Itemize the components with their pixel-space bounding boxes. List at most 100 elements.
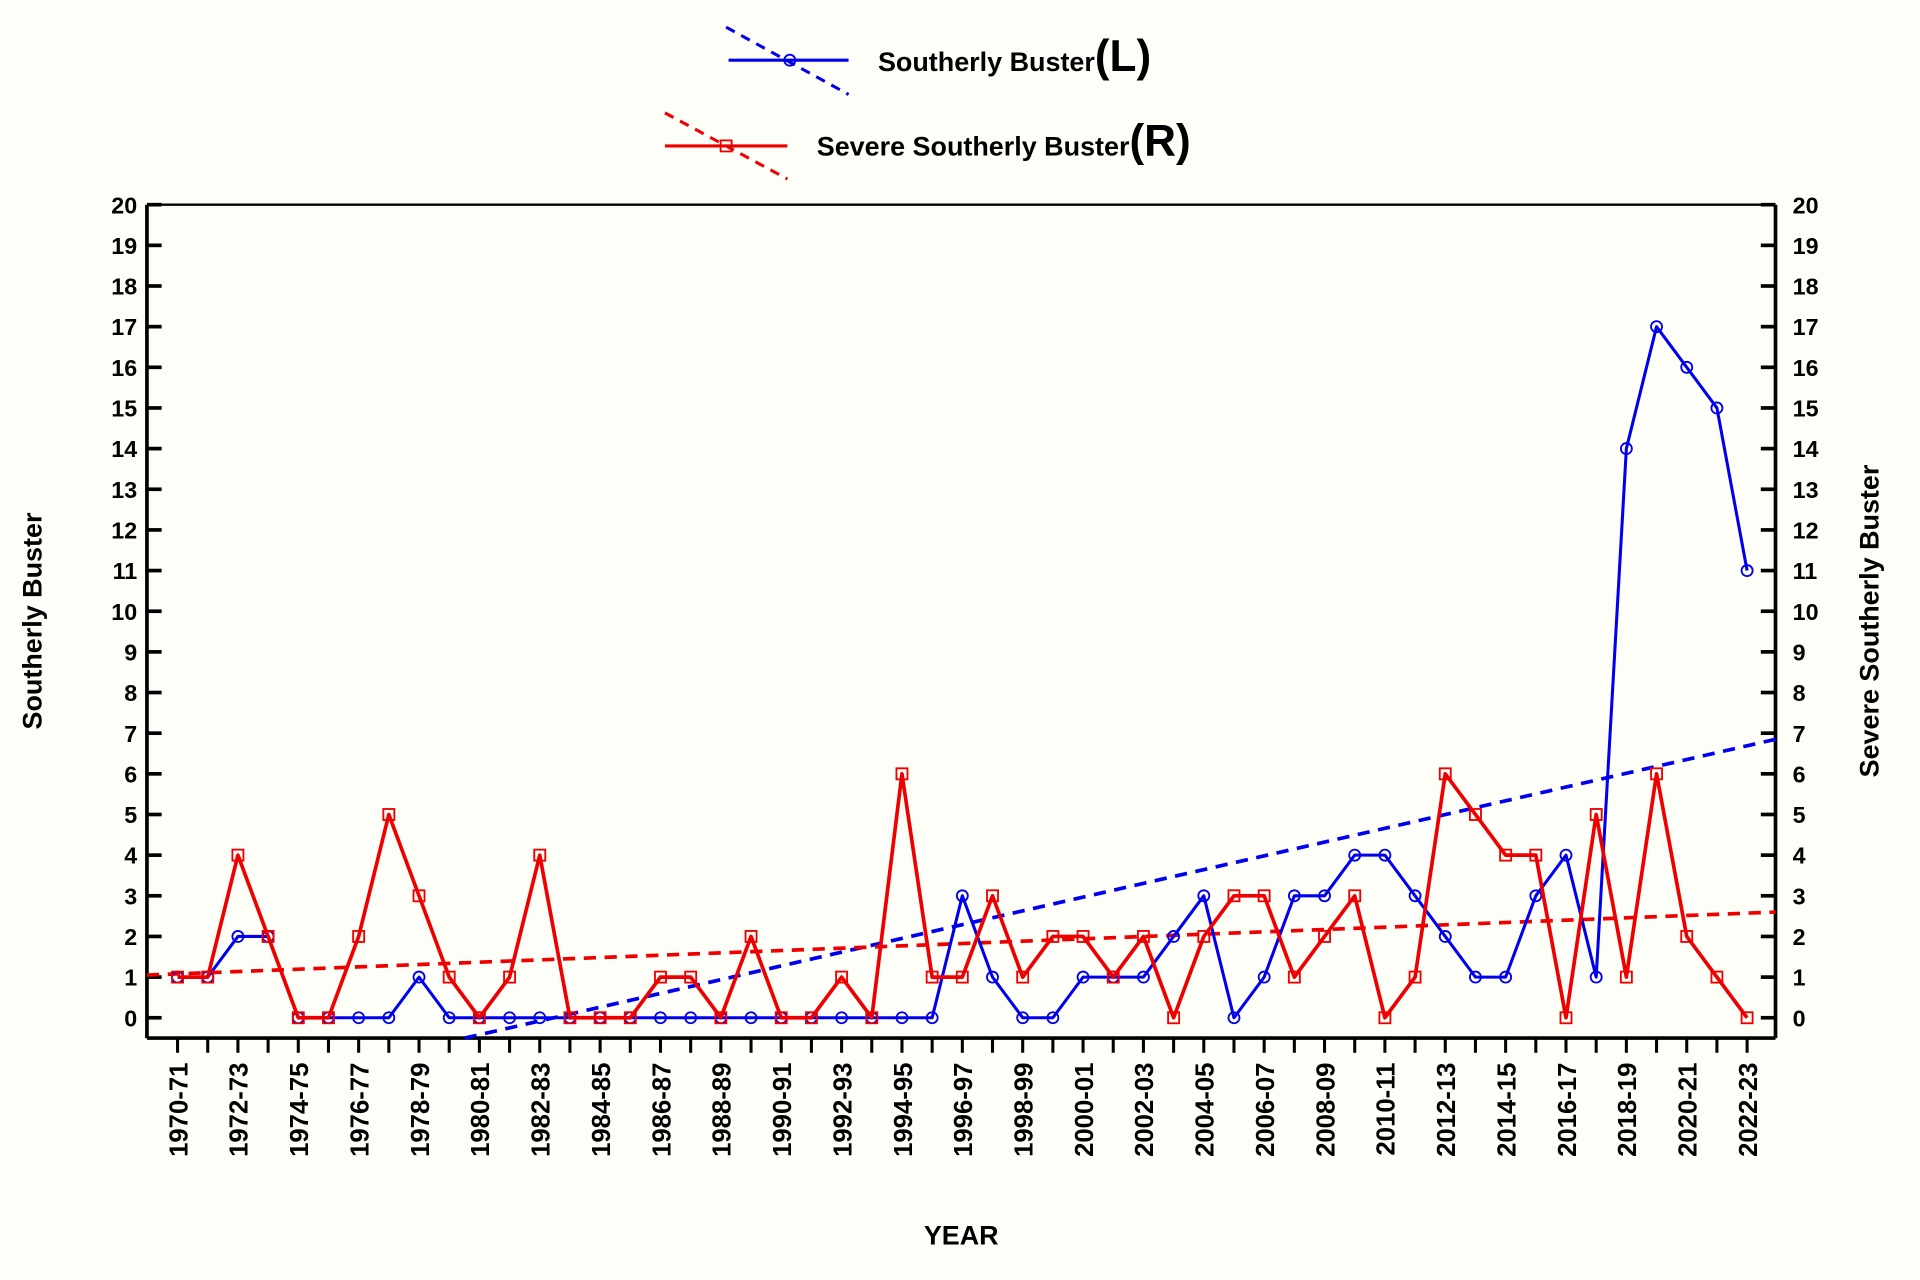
legend-label: Severe Southerly Buster bbox=[817, 132, 1130, 162]
y-tick-label-left: 14 bbox=[111, 436, 137, 462]
southerly-buster-point bbox=[1016, 1011, 1030, 1025]
y-tick-label-right: 1 bbox=[1793, 965, 1806, 991]
x-tick-label: 1972-73 bbox=[226, 1063, 254, 1157]
x-axis-label: YEAR bbox=[924, 1220, 999, 1250]
severe-southerly-buster-point bbox=[1438, 767, 1452, 781]
southerly-buster-point bbox=[835, 1011, 849, 1025]
southerly-buster-point bbox=[231, 930, 245, 943]
southerly-buster-point bbox=[1559, 848, 1573, 862]
severe-southerly-buster-point bbox=[1076, 930, 1090, 943]
southerly-buster-point bbox=[412, 970, 426, 984]
severe-southerly-buster-point bbox=[533, 848, 547, 862]
severe-southerly-buster-point bbox=[382, 808, 396, 821]
y-tick-label-left: 7 bbox=[124, 721, 137, 747]
legend-suffix: (R) bbox=[1129, 117, 1190, 166]
y-tick-label-right: 8 bbox=[1793, 680, 1806, 706]
y-tick-label-right: 0 bbox=[1793, 1005, 1806, 1031]
x-tick-label: 1978-79 bbox=[407, 1063, 435, 1157]
y-tick-label-right: 12 bbox=[1793, 517, 1819, 543]
severe-southerly-buster-point bbox=[352, 930, 366, 943]
plot-area bbox=[146, 320, 1776, 1040]
svg-text:Severe Southerly Buster(R): Severe Southerly Buster(R) bbox=[817, 117, 1191, 166]
x-tick-label: 1998-99 bbox=[1010, 1063, 1038, 1157]
x-tick-label: 2004-05 bbox=[1192, 1063, 1220, 1157]
severe-southerly-buster-point bbox=[1589, 808, 1603, 821]
svg-text:Southerly Buster(L): Southerly Buster(L) bbox=[878, 32, 1151, 81]
southerly-buster-point bbox=[1469, 970, 1482, 984]
severe-southerly-buster-point bbox=[1287, 970, 1301, 984]
x-tick-label: 2006-07 bbox=[1252, 1063, 1280, 1157]
southerly-buster-point bbox=[1408, 889, 1422, 903]
y-tick-label-left: 6 bbox=[124, 761, 137, 787]
y-tick-label-left: 13 bbox=[111, 477, 137, 503]
x-tick-label: 1986-87 bbox=[648, 1063, 676, 1157]
y-tick-label-right: 18 bbox=[1793, 274, 1819, 300]
southerly-buster-point bbox=[955, 889, 969, 903]
y-tick-label-left: 9 bbox=[124, 639, 137, 665]
southerly-buster-point bbox=[1318, 889, 1331, 903]
southerly-buster-point bbox=[1136, 970, 1150, 984]
severe-southerly-buster-point bbox=[171, 970, 184, 984]
y-tick-label-right: 14 bbox=[1793, 436, 1819, 462]
x-tick-label: 1984-85 bbox=[588, 1063, 616, 1157]
southerly-buster-point bbox=[986, 970, 999, 984]
x-tick-label: 1974-75 bbox=[286, 1063, 314, 1157]
y-tick-label-right: 13 bbox=[1793, 477, 1819, 503]
severe-southerly-buster-point bbox=[231, 848, 245, 862]
y-tick-label-right: 2 bbox=[1793, 924, 1806, 950]
southerly-buster-point bbox=[1378, 848, 1392, 862]
southerly-buster-point bbox=[503, 1011, 516, 1025]
legend-entry-severe-southerly-buster: Severe Southerly Buster(R) bbox=[664, 111, 1191, 181]
severe-southerly-buster-point bbox=[503, 970, 516, 984]
y-tick-label-left: 3 bbox=[124, 883, 137, 909]
x-tick-label: 2016-17 bbox=[1554, 1063, 1582, 1157]
severe-southerly-buster-point bbox=[1257, 889, 1271, 903]
y-tick-label-right: 17 bbox=[1793, 314, 1819, 340]
x-tick-label: 1990-91 bbox=[769, 1063, 797, 1157]
severe-southerly-buster-point bbox=[804, 1011, 818, 1025]
x-tick-label: 2010-11 bbox=[1373, 1063, 1401, 1156]
severe-southerly-buster-point bbox=[442, 970, 456, 984]
y-tick-label-left: 10 bbox=[111, 599, 137, 625]
y-tick-label-left: 18 bbox=[111, 274, 137, 300]
severe-southerly-buster-point bbox=[322, 1011, 335, 1025]
severe-southerly-buster-point bbox=[1559, 1011, 1573, 1025]
severe-southerly-buster-point bbox=[1408, 970, 1422, 984]
southerly-buster-point bbox=[1740, 564, 1754, 577]
severe-southerly-buster-point bbox=[472, 1011, 486, 1025]
y-tick-label-left: 2 bbox=[124, 924, 137, 950]
y-tick-label-right: 7 bbox=[1793, 721, 1806, 747]
severe-southerly-buster-point bbox=[714, 1011, 728, 1025]
southerly-buster-point bbox=[352, 1011, 366, 1025]
severe-southerly-buster-point bbox=[261, 930, 275, 943]
southerly-buster-point bbox=[1529, 889, 1543, 903]
severe-southerly-buster-point bbox=[563, 1011, 577, 1025]
southerly-buster-point bbox=[1197, 889, 1211, 903]
severe-southerly-buster-point bbox=[1740, 1011, 1754, 1025]
severe-southerly-buster-point bbox=[623, 1011, 637, 1025]
y-tick-label-left: 1 bbox=[124, 965, 137, 991]
legend-circle-marker bbox=[783, 53, 797, 67]
severe-southerly-buster-point bbox=[865, 1011, 879, 1025]
severe-southerly-buster-point bbox=[1619, 970, 1633, 984]
southerly-buster-point bbox=[654, 1011, 667, 1025]
severe-southerly-buster-point bbox=[986, 889, 999, 903]
severe-southerly-buster-point bbox=[1348, 889, 1362, 903]
severe-southerly-buster-point bbox=[1167, 1011, 1181, 1025]
severe-southerly-buster-point bbox=[1016, 970, 1030, 984]
southerly-buster-point bbox=[1167, 930, 1181, 943]
legend: Southerly Buster(L) Severe Southerly Bus… bbox=[664, 25, 1191, 181]
x-tick-label: 2022-23 bbox=[1735, 1063, 1763, 1157]
severe-southerly-buster-point bbox=[1106, 970, 1120, 984]
severe-southerly-buster-point bbox=[1499, 848, 1513, 862]
southerly-buster-point bbox=[1227, 1011, 1241, 1025]
x-tick-label: 1976-77 bbox=[346, 1063, 374, 1157]
y-tick-label-right: 16 bbox=[1793, 355, 1819, 381]
x-tick-label: 1992-93 bbox=[829, 1063, 857, 1157]
y-tick-label-right: 10 bbox=[1793, 599, 1819, 625]
y-tick-label-left: 4 bbox=[124, 843, 137, 869]
y-tick-label-right: 9 bbox=[1793, 639, 1806, 665]
y-tick-label-left: 17 bbox=[111, 314, 137, 340]
southerly-buster-point bbox=[533, 1011, 547, 1025]
southerly-buster-point bbox=[1287, 889, 1301, 903]
